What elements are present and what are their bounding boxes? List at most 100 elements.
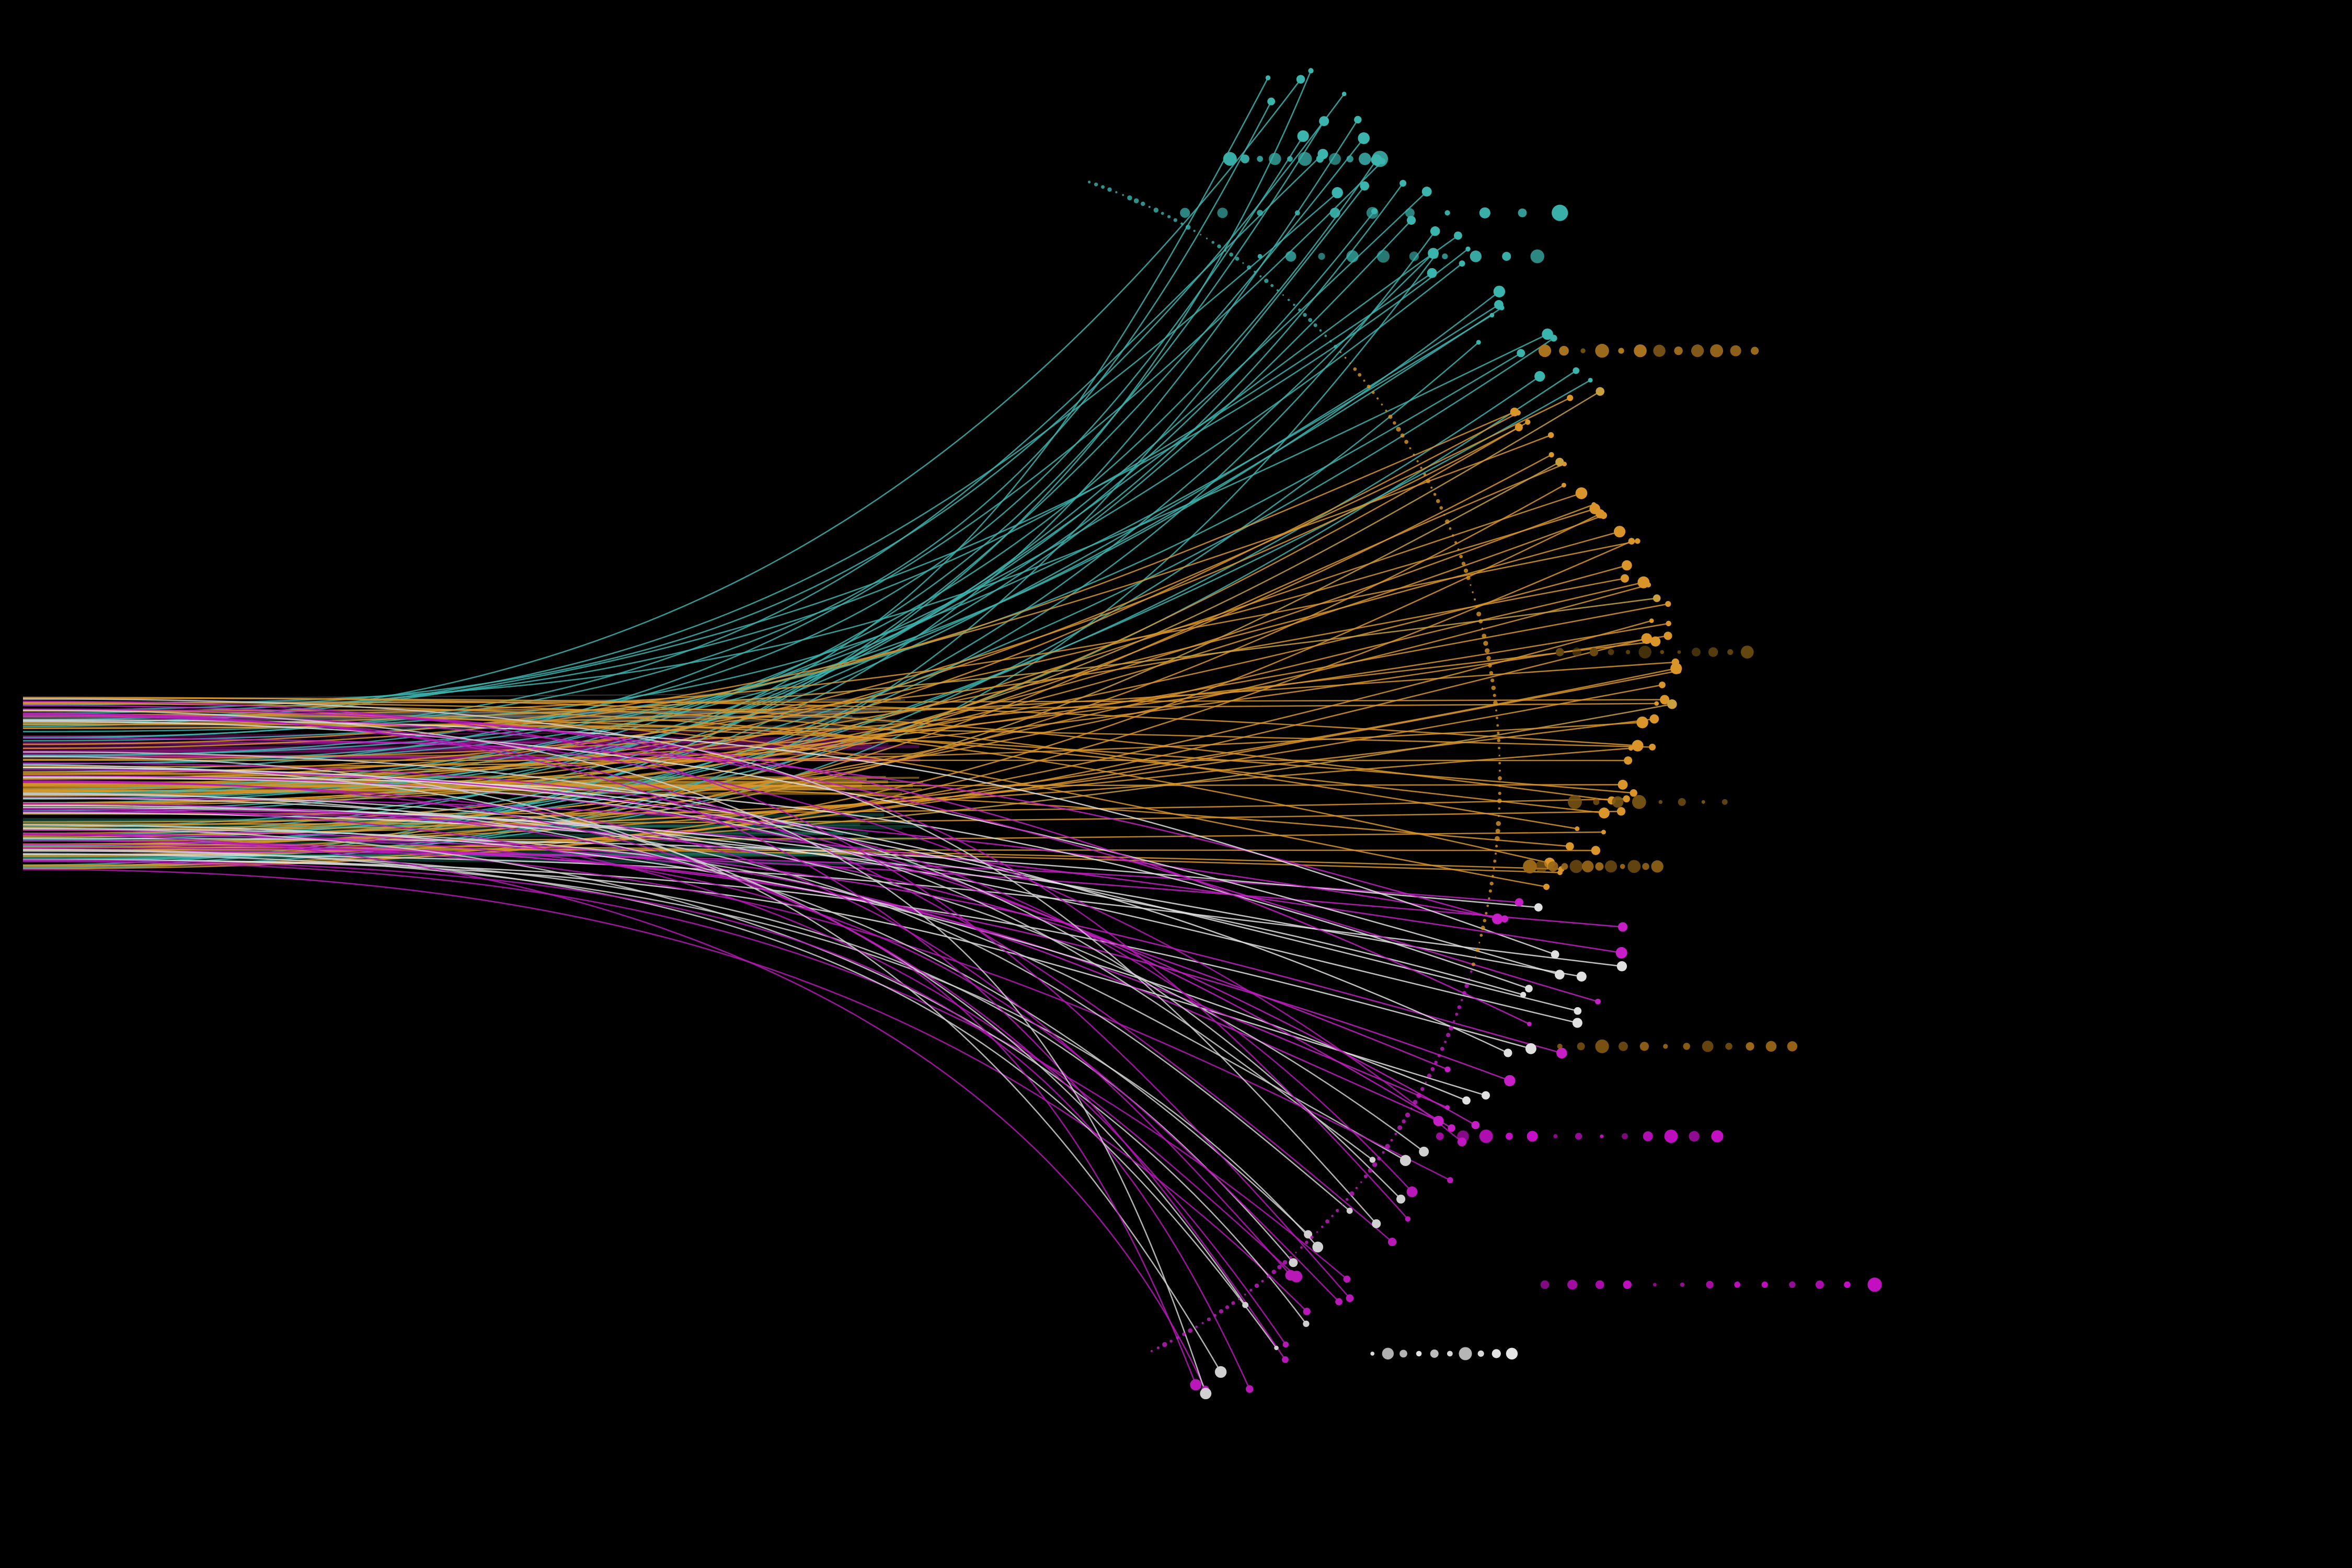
row-dot <box>1257 253 1263 259</box>
fiber-lines <box>22 70 1679 1394</box>
arc-dot <box>1445 1033 1451 1037</box>
row-dot <box>1359 153 1371 165</box>
arc-dot <box>1402 1119 1406 1124</box>
end-dot <box>1543 883 1550 890</box>
arc-dot <box>1498 762 1501 765</box>
fiber-line <box>22 705 1530 1025</box>
arc-dot <box>1495 852 1497 855</box>
arc-dot <box>1277 1265 1282 1270</box>
arc-dot <box>1224 249 1227 252</box>
row-dot <box>1844 1281 1851 1288</box>
row-dot <box>1567 794 1582 809</box>
row-dot <box>1376 250 1390 263</box>
arc-dot <box>1497 798 1502 803</box>
arc-dot <box>1246 265 1252 270</box>
arc-dot <box>1445 519 1450 524</box>
fiber-line <box>22 775 1476 1126</box>
arc-dot <box>1413 1100 1418 1104</box>
fiber-line <box>22 859 1486 1096</box>
arc-dot <box>1485 648 1490 653</box>
row-dot <box>1683 1043 1690 1050</box>
end-dot <box>1312 1241 1324 1253</box>
row-dot <box>1701 800 1705 804</box>
row-dot <box>1612 796 1624 808</box>
end-dot <box>1282 1356 1289 1363</box>
arc-dot <box>1491 874 1494 878</box>
end-dot <box>1575 487 1588 500</box>
fiber-line <box>22 701 1578 829</box>
end-dot <box>1360 181 1370 191</box>
fiber-line <box>22 700 1350 1299</box>
row-dot <box>1593 799 1600 805</box>
row-dot <box>1180 207 1190 218</box>
arc-dot <box>1481 926 1485 930</box>
row-dot <box>1240 154 1249 164</box>
arc-dot <box>1493 859 1497 863</box>
end-dot <box>1666 620 1671 627</box>
fiber-line <box>22 860 1348 1280</box>
arc-dot <box>1436 499 1440 503</box>
arc-dot <box>1483 641 1488 646</box>
arc-dot <box>1372 1162 1378 1167</box>
arc-dot <box>1358 373 1362 377</box>
row-dot <box>1674 346 1683 355</box>
arc-dot <box>1201 1322 1204 1324</box>
end-dot <box>1335 1298 1343 1306</box>
row-dot <box>1470 250 1482 262</box>
arc-dot <box>1321 1225 1324 1228</box>
arc-dot <box>1495 845 1498 848</box>
arc-dot <box>1264 279 1269 283</box>
row-dot <box>1734 1282 1740 1288</box>
arc-dot <box>1122 194 1124 196</box>
fiber-line <box>22 333 1548 706</box>
dot-rows <box>1087 68 1882 1400</box>
fiber-line <box>22 713 1598 1002</box>
arc-dot <box>1474 598 1476 601</box>
row-dot <box>1444 210 1450 216</box>
arc-dot <box>1382 1151 1385 1154</box>
end-dot <box>1596 387 1605 396</box>
end-dot <box>1245 1385 1254 1393</box>
end-dot <box>1341 91 1347 97</box>
fiber-line <box>22 784 1623 787</box>
end-dot <box>1421 187 1432 197</box>
end-dot <box>1641 633 1653 644</box>
end-dot <box>1430 226 1440 236</box>
end-dot <box>1447 1177 1453 1183</box>
row-dot <box>1572 648 1581 657</box>
arc-dot <box>1489 671 1494 675</box>
row-dot <box>1217 207 1228 218</box>
arc-dot <box>1439 506 1443 510</box>
fiber-line <box>22 211 1375 804</box>
end-dot <box>1489 313 1495 318</box>
fiber-line <box>22 699 1665 704</box>
row-dot <box>1660 650 1665 654</box>
end-dot <box>1419 1146 1429 1157</box>
arc-dot <box>1211 240 1215 244</box>
fiber-line <box>22 850 1294 1263</box>
end-dot <box>1561 482 1566 488</box>
row-dot <box>1555 648 1564 656</box>
row-dot <box>1680 1282 1685 1287</box>
end-dot <box>1637 576 1650 589</box>
arc-dot <box>1434 1060 1438 1064</box>
arc-dot <box>1270 284 1274 287</box>
row-dot <box>1595 1280 1604 1289</box>
end-dot <box>1493 285 1506 297</box>
arc-dot <box>1169 1340 1173 1343</box>
row-dot <box>1257 210 1264 216</box>
row-dot <box>1491 1349 1501 1358</box>
row-dot <box>1634 344 1647 358</box>
end-dot <box>1282 1341 1289 1348</box>
arc-dot <box>1409 447 1412 449</box>
row-dot <box>1346 155 1353 163</box>
arc-dot <box>1219 1309 1223 1314</box>
row-dot <box>1689 1131 1700 1142</box>
row-dot <box>1622 1133 1628 1139</box>
arc-dot <box>1493 694 1496 697</box>
end-dot <box>1551 950 1559 959</box>
row-dot <box>1789 1281 1796 1288</box>
bundle-strand <box>22 745 920 754</box>
fiber-line <box>22 808 1297 1277</box>
end-dot <box>1659 681 1666 688</box>
